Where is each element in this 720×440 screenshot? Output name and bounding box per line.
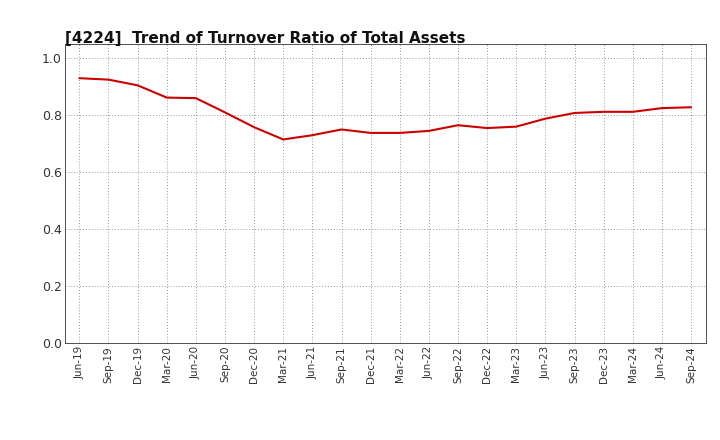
Text: [4224]  Trend of Turnover Ratio of Total Assets: [4224] Trend of Turnover Ratio of Total … <box>65 31 465 46</box>
